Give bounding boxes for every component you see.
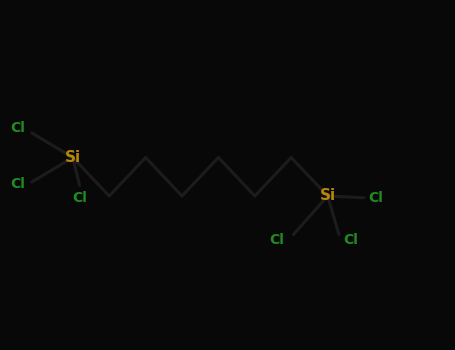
- Text: Cl: Cl: [10, 177, 25, 191]
- Text: Cl: Cl: [344, 233, 359, 247]
- Text: Cl: Cl: [72, 191, 87, 205]
- Text: Si: Si: [319, 189, 336, 203]
- Text: Si: Si: [65, 150, 81, 165]
- Text: Cl: Cl: [369, 191, 384, 205]
- Text: Cl: Cl: [269, 233, 284, 247]
- Text: Cl: Cl: [10, 121, 25, 135]
